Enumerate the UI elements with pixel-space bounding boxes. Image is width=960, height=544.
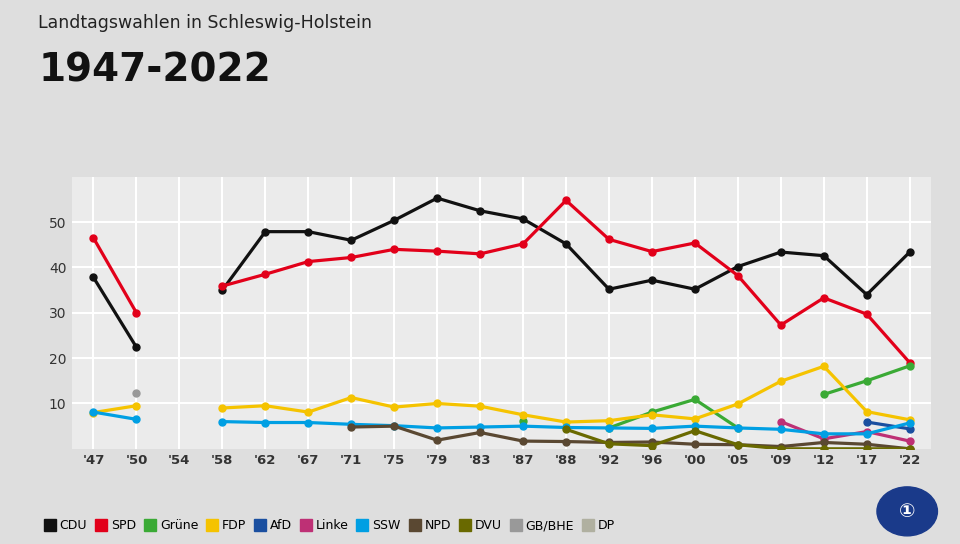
NPD — [474, 429, 486, 436]
DVU — [818, 446, 829, 452]
Line: CDU: CDU — [90, 274, 140, 351]
NPD — [861, 441, 873, 448]
Linke — [818, 436, 829, 442]
Line: SSW: SSW — [90, 409, 140, 423]
DVU — [646, 442, 658, 449]
Circle shape — [877, 487, 937, 536]
NPD — [389, 423, 400, 429]
Line: FDP: FDP — [90, 402, 140, 416]
NPD — [732, 442, 744, 448]
SPD — [131, 310, 142, 316]
DVU — [603, 441, 614, 447]
Line: NPD: NPD — [348, 423, 913, 452]
Line: DVU: DVU — [563, 426, 913, 452]
CDU — [87, 274, 99, 281]
AfD — [861, 419, 873, 425]
NPD — [689, 441, 701, 448]
DVU — [775, 446, 786, 452]
DVU — [561, 426, 572, 432]
NPD — [646, 438, 658, 445]
CDU — [131, 344, 142, 350]
FDP — [87, 409, 99, 416]
Line: AfD: AfD — [863, 418, 913, 432]
DVU — [861, 446, 873, 452]
SSW — [87, 409, 99, 416]
Line: SPD: SPD — [90, 234, 140, 316]
Text: ①: ① — [899, 502, 916, 521]
Linke — [904, 438, 916, 444]
DVU — [689, 428, 701, 434]
NPD — [517, 438, 529, 444]
Linke — [775, 418, 786, 425]
Linke — [861, 428, 873, 435]
NPD — [561, 438, 572, 445]
NPD — [431, 437, 443, 443]
Text: 1947-2022: 1947-2022 — [38, 52, 271, 90]
Legend: CDU, SPD, Grüne, FDP, AfD, Linke, SSW, NPD, DVU, GB/BHE, DP: CDU, SPD, Grüne, FDP, AfD, Linke, SSW, N… — [45, 520, 615, 533]
SSW — [131, 416, 142, 423]
Line: Linke: Linke — [778, 418, 913, 444]
NPD — [818, 439, 829, 446]
SPD — [87, 235, 99, 242]
DVU — [904, 446, 916, 452]
NPD — [346, 424, 357, 430]
NPD — [603, 439, 614, 446]
NPD — [775, 443, 786, 450]
AfD — [904, 425, 916, 432]
FDP — [131, 403, 142, 409]
Text: Landtagswahlen in Schleswig-Holstein: Landtagswahlen in Schleswig-Holstein — [38, 14, 372, 32]
NPD — [904, 446, 916, 452]
DVU — [732, 442, 744, 448]
